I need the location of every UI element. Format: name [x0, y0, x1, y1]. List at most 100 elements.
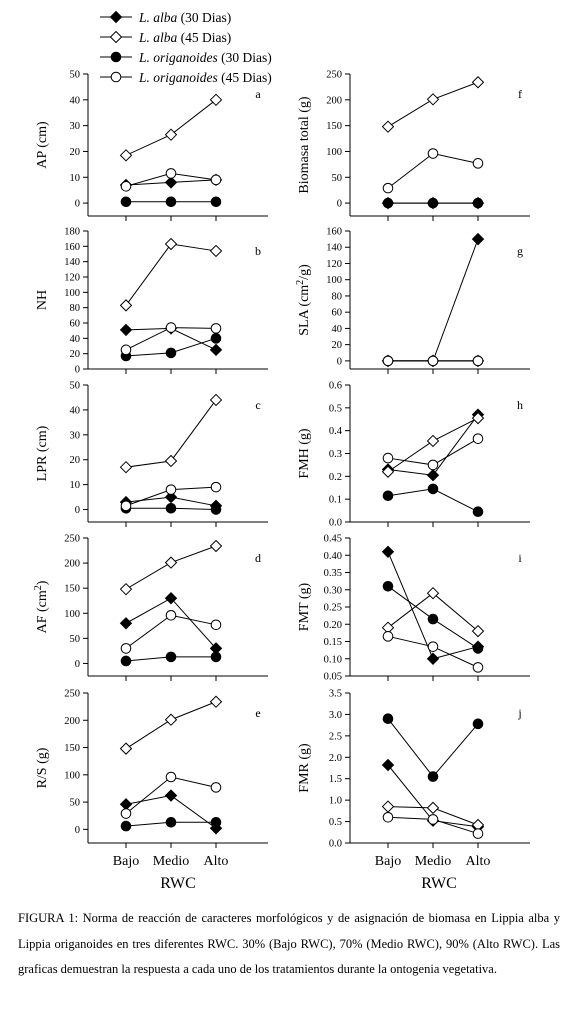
series-line	[120, 651, 222, 667]
data-point	[382, 713, 394, 725]
legend-species: L. origanoides	[138, 50, 218, 65]
series-line	[382, 581, 484, 654]
y-tick-label: 50	[70, 798, 81, 809]
y-axis-label: AP (cm)	[35, 121, 50, 169]
legend-item: L. alba (45 Dias)	[100, 30, 231, 45]
data-point	[210, 816, 222, 828]
y-tick-label: 140	[64, 257, 80, 268]
panel-d: 0 50 100 150 200 250 AF (cm2) d	[33, 534, 268, 681]
legend-species: L. origanoides	[138, 70, 218, 85]
series-line	[382, 483, 484, 518]
panel-c: 0 10 20 30 40 50 LPR (cm) c	[35, 381, 268, 527]
data-point	[165, 651, 177, 663]
legend-species: L. alba	[138, 10, 178, 25]
series-path	[125, 597, 217, 649]
data-point	[164, 128, 178, 141]
data-point	[165, 196, 177, 208]
data-point	[426, 468, 440, 482]
y-tick-label: 30	[70, 430, 81, 441]
data-point	[427, 771, 439, 782]
y-tick-label: 40	[70, 95, 81, 106]
data-point	[165, 816, 177, 828]
y-tick-label: 80	[332, 291, 343, 302]
data-point	[119, 460, 133, 474]
y-tick-label: 100	[326, 147, 342, 158]
legend-label: L. origanoides (45 Dias)	[138, 70, 272, 85]
series-line	[382, 148, 484, 194]
y-tick-label: 1.5	[329, 774, 342, 785]
data-point	[427, 814, 439, 825]
data-point	[209, 393, 223, 407]
series-line	[119, 393, 223, 474]
y-tick-label: 180	[64, 227, 80, 238]
series-line	[381, 586, 485, 638]
data-point	[119, 798, 133, 811]
series-line	[120, 196, 222, 208]
data-point	[165, 347, 177, 359]
y-tick-label: 50	[70, 634, 81, 645]
y-tick-label: 100	[64, 770, 80, 781]
y-tick-label: 10	[70, 173, 81, 184]
series-line	[120, 333, 222, 362]
y-tick-label: 0.25	[324, 603, 342, 614]
y-tick-label: 0	[75, 825, 80, 836]
y-tick-label: 160	[326, 227, 342, 238]
y-tick-label: 0.35	[324, 568, 342, 579]
y-tick-label: 200	[326, 95, 342, 106]
y-tick-label: 0	[75, 659, 80, 670]
y-tick-label: 2.0	[329, 753, 342, 764]
y-tick-label: 200	[64, 559, 80, 570]
y-tick-label: 0.45	[324, 534, 342, 545]
data-point	[209, 539, 223, 553]
y-tick-label: 0.2	[329, 472, 342, 483]
data-point	[472, 828, 484, 839]
data-point	[119, 299, 133, 312]
data-point	[472, 355, 484, 367]
y-tick-label: 80	[70, 303, 81, 314]
data-point	[119, 742, 133, 755]
series-line	[382, 433, 484, 471]
y-tick-label: 0.1	[329, 495, 342, 506]
series-line	[119, 592, 223, 655]
legend-marker	[109, 30, 123, 44]
y-tick-label: 250	[64, 689, 80, 700]
series-line	[120, 481, 222, 512]
series-line	[119, 695, 223, 755]
y-axis-label: AF (cm2)	[33, 580, 51, 633]
y-tick-label: 0.30	[324, 585, 342, 596]
legend-item: L. origanoides (30 Dias)	[100, 50, 272, 65]
y-tick-label: 0.15	[324, 637, 342, 648]
data-point	[165, 503, 177, 514]
data-point	[164, 789, 178, 802]
data-point	[472, 662, 484, 673]
y-tick-label: 0.05	[324, 672, 342, 683]
series-line	[381, 76, 485, 133]
series-line	[381, 232, 485, 368]
data-point	[426, 586, 440, 600]
data-point	[471, 411, 485, 425]
data-point	[210, 333, 222, 344]
data-point	[210, 481, 222, 493]
series-line	[120, 168, 222, 192]
panel-letter: h	[517, 398, 523, 412]
y-tick-label: 120	[326, 259, 342, 270]
data-point	[119, 149, 133, 162]
series-line	[119, 93, 223, 162]
x-axis-label-left: RWC	[160, 875, 196, 892]
series-line	[120, 816, 222, 832]
y-axis-label: R/S (g)	[35, 747, 50, 788]
y-tick-label: 20	[70, 349, 81, 360]
series-line	[382, 631, 484, 673]
data-point	[210, 619, 222, 631]
data-point	[165, 168, 177, 179]
series-line	[120, 322, 222, 356]
y-tick-label: 60	[332, 308, 343, 319]
legend-period: (30 Dias)	[177, 10, 231, 25]
data-point	[210, 196, 222, 208]
y-tick-label: 30	[70, 121, 81, 132]
data-point	[209, 93, 223, 107]
data-point	[427, 483, 439, 495]
y-tick-label: 0	[75, 365, 80, 376]
y-tick-label: 0.0	[329, 518, 342, 529]
series-line	[381, 411, 485, 478]
